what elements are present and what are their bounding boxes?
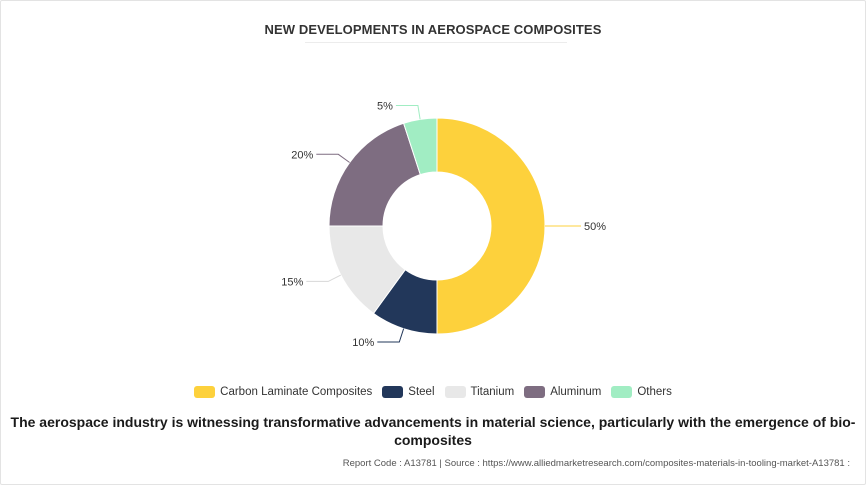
title-underline [305, 42, 567, 43]
data-label: 50% [584, 221, 606, 233]
legend-swatch [524, 386, 546, 398]
leader-line [306, 274, 341, 282]
leader-line [377, 328, 405, 343]
slice-others[interactable] [402, 117, 438, 176]
legend-label: Steel [408, 386, 435, 398]
source-note: Report Code : A13781 | Source : https://… [342, 458, 850, 469]
legend-item[interactable]: Carbon Laminate Composites [194, 386, 372, 398]
leader-line [316, 153, 350, 163]
legend-swatch [444, 386, 466, 398]
chart-legend: Carbon Laminate Composites Steel Titanium A… [0, 386, 866, 398]
legend-item[interactable]: Steel [382, 386, 435, 398]
legend-swatch [611, 386, 633, 398]
legend-item[interactable]: Aluminum [524, 386, 601, 398]
legend-label: Titanium [470, 386, 515, 398]
data-label: 10% [352, 337, 374, 349]
data-label: 5% [377, 101, 393, 113]
legend-swatch [194, 386, 216, 398]
slice-carbon-laminate-composites[interactable] [436, 117, 546, 335]
chart-caption: The aerospace industry is witnessing tra… [10, 414, 856, 448]
chart-title: NEW DEVELOPMENTS IN AEROSPACE COMPOSITES [264, 22, 602, 37]
legend-label: Others [637, 386, 672, 398]
legend-item[interactable]: Titanium [444, 386, 515, 398]
data-label: 15% [281, 276, 303, 288]
slice-aluminum[interactable] [328, 122, 421, 227]
leader-line [395, 105, 421, 120]
legend-swatch [382, 386, 404, 398]
data-label: 20% [291, 149, 313, 161]
legend-item[interactable]: Others [611, 386, 672, 398]
legend-label: Aluminum [550, 386, 602, 398]
legend-label: Carbon Laminate Composites [220, 386, 373, 398]
